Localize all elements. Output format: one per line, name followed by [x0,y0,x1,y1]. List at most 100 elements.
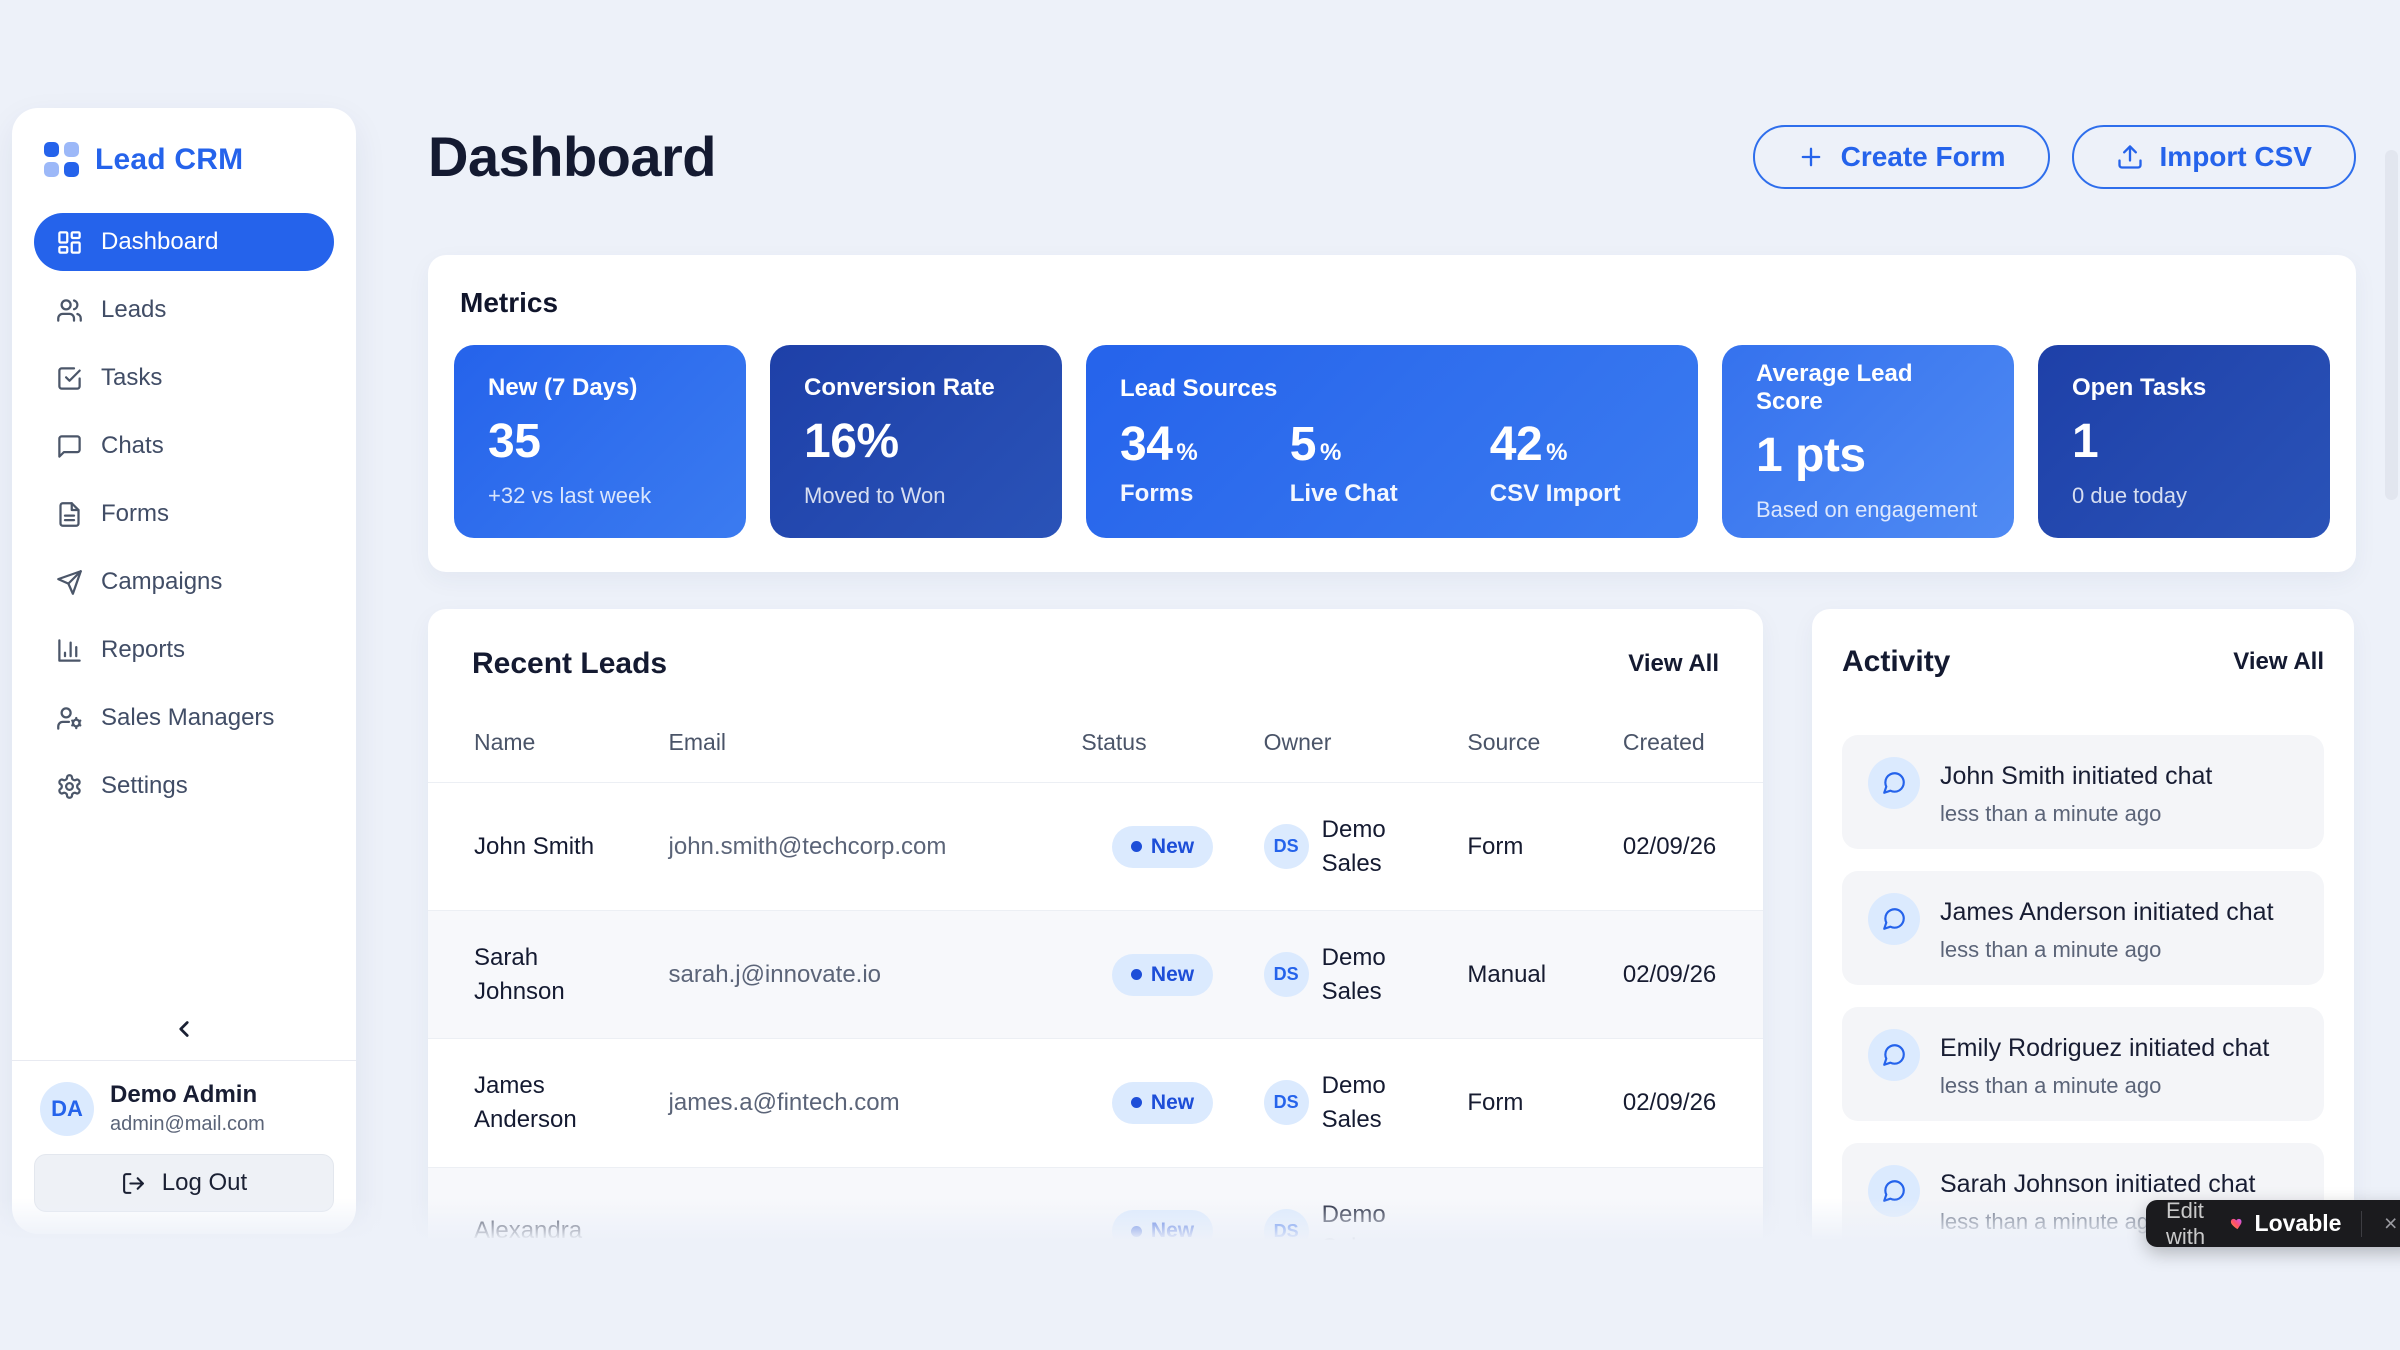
metric-value: 1 [2072,415,2099,468]
app-logo-icon [44,142,79,177]
brand-name: Lead CRM [95,142,244,176]
lovable-prefix: Edit with [2166,1197,2206,1249]
user-profile: DA Demo Admin admin@mail.com [34,1061,334,1154]
metric-card-open-tasks: Open Tasks 1 0 due today [2038,345,2330,538]
status-badge: New [1111,1081,1214,1124]
lead-name: John Smith [474,832,595,860]
activity-item-title: John Smith initiated chat [1940,762,2213,790]
lead-row[interactable]: John Smith john.smith@techcorp.com New D… [428,781,1763,911]
lead-row[interactable]: Alexandra New DS Demo Sales [428,1166,1763,1244]
owner-name: Demo Sales [1321,1072,1386,1133]
message-circle-icon [1883,772,1905,794]
import-csv-button[interactable]: Import CSV [2071,124,2356,189]
sidebar-item-label: Dashboard [101,228,219,255]
activity-item[interactable]: James Anderson initiated chat less than … [1842,871,2324,985]
logout-icon [122,1172,144,1194]
stat-unit: % [1319,439,1342,466]
metric-card-lead-sources: Lead Sources 34% Forms 5% Live Chat 42% … [1086,345,1698,538]
lead-row[interactable]: James Anderson james.a@fintech.com New D… [428,1038,1763,1168]
sidebar-item-label: Chats [101,432,164,459]
create-form-button[interactable]: Create Form [1752,124,2050,189]
sidebar-item-label: Tasks [101,364,163,391]
page-title: Dashboard [428,125,717,188]
metric-sub: +32 vs last week [488,483,652,508]
lead-sources-stats: 34% Forms 5% Live Chat 42% CSV Import [1120,417,1664,508]
sidebar-item-leads[interactable]: Leads [34,281,334,339]
avatar: DA [40,1081,94,1136]
sidebar-item-forms[interactable]: Forms [34,485,334,543]
sidebar-item-label: Reports [101,636,186,663]
owner-name: Demo Sales [1321,816,1386,877]
check-square-icon [58,366,81,390]
message-circle-icon [1883,908,1905,930]
stat-label: CSV Import [1489,480,1621,507]
metric-card-conversion-rate: Conversion Rate 16% Moved to Won [770,345,1062,538]
metric-sub: Moved to Won [804,483,946,508]
activity-item[interactable]: John Smith initiated chat less than a mi… [1842,735,2324,849]
sidebar-item-chats[interactable]: Chats [34,417,334,475]
chat-icon-badge [1868,1029,1920,1081]
activity-item-time: less than a minute ago [1940,801,2162,826]
metric-value: 35 [488,415,541,468]
metrics-heading: Metrics [460,287,559,318]
lovable-heart-icon [2230,1218,2242,1230]
stat-value: 34 [1120,418,1173,471]
sidebar-item-reports[interactable]: Reports [34,621,334,679]
lead-email: james.a@fintech.com [668,1088,900,1116]
column-header-email: Email [668,729,727,755]
logout-button[interactable]: Log Out [34,1154,334,1212]
stat-value: 5 [1289,418,1317,471]
metric-value: 1 pts [1756,429,1866,482]
lead-source-live-chat: 5% Live Chat [1290,417,1398,508]
column-header-created: Created [1622,729,1705,755]
users-icon [57,298,82,322]
stat-unit: % [1176,439,1198,466]
chevron-left-icon [179,1021,189,1037]
sidebar-item-sales-managers[interactable]: Sales Managers [34,689,334,747]
activity-title: Activity [1842,645,1951,678]
leads-table-header-row: Name Email Status Owner Source Created [428,729,1763,783]
sidebar-collapse-button[interactable] [155,1008,213,1050]
sidebar-item-dashboard[interactable]: Dashboard [34,213,334,271]
chat-icon-badge [1868,893,1920,945]
lead-name: James Anderson [474,1072,577,1133]
sidebar-item-settings[interactable]: Settings [34,757,334,815]
activity-item[interactable]: Emily Rodriguez initiated chat less than… [1842,1007,2324,1121]
status-dot-icon [1130,1097,1142,1109]
status-dot-icon [1130,969,1142,981]
status-badge: New [1111,953,1214,996]
metric-label: Open Tasks [2072,374,2207,401]
activity-view-all-link[interactable]: View All [2233,648,2324,675]
recent-leads-panel: Recent Leads View All Name Email Status … [428,609,1763,1244]
divider [12,1060,356,1061]
recent-leads-view-all-link[interactable]: View All [1628,650,1719,677]
metric-card-average-lead-score: Average Lead Score 1 pts Based on engage… [1722,345,2014,538]
sidebar-item-tasks[interactable]: Tasks [34,349,334,407]
metrics-panel: Metrics New (7 Days) 35 +32 vs last week… [428,255,2356,572]
divider [2361,1210,2363,1237]
metric-sub: Based on engagement [1756,497,1978,522]
sidebar-item-label: Campaigns [101,568,223,595]
lovable-badge[interactable]: Edit with Lovable × [2146,1197,2400,1249]
owner-cell: DS Demo Sales [1263,813,1448,880]
close-icon[interactable]: × [2384,1210,2398,1236]
lead-source: Form [1467,1088,1524,1116]
owner-avatar: DS [1263,824,1309,870]
scrollbar-thumb[interactable] [2385,150,2398,500]
page-header: Dashboard Create Form Import CSV [428,124,2356,189]
app-viewport: Lead CRM Dashboard Leads Tasks Chats For… [0,108,2400,1244]
gear-icon [58,773,81,799]
recent-leads-title: Recent Leads [472,647,668,680]
message-circle-icon [1883,1180,1905,1202]
lead-created: 02/09/26 [1622,832,1717,860]
lead-created: 02/09/26 [1622,960,1717,988]
header-actions: Create Form Import CSV [1752,124,2356,189]
activity-item-title: James Anderson initiated chat [1940,898,2274,926]
chat-icon-badge [1868,1165,1920,1217]
column-header-source: Source [1467,729,1541,755]
activity-panel: Activity View All John Smith initiated c… [1812,609,2354,1244]
status-badge: New [1111,1210,1214,1244]
lead-row[interactable]: Sarah Johnson sarah.j@innovate.io New DS… [428,910,1763,1039]
brand: Lead CRM [34,138,334,183]
sidebar-item-campaigns[interactable]: Campaigns [34,553,334,611]
